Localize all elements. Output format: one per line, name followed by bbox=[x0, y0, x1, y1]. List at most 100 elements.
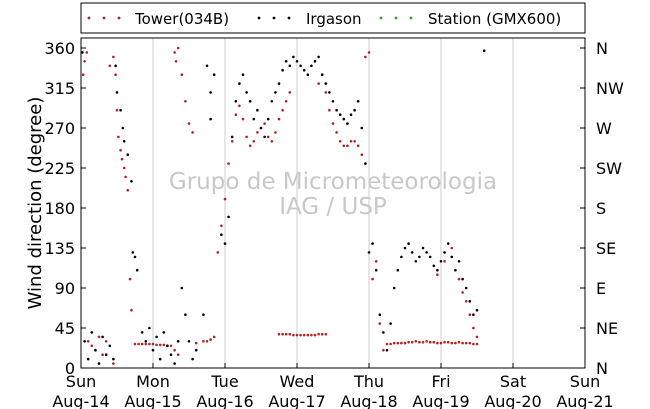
data-point-series-0 bbox=[126, 188, 130, 192]
data-point-series-0 bbox=[335, 131, 338, 134]
data-point-series-1 bbox=[187, 340, 191, 343]
data-point-series-1 bbox=[223, 242, 227, 245]
data-point-series-1 bbox=[295, 60, 299, 63]
data-point-series-0 bbox=[407, 340, 410, 344]
data-point-series-1 bbox=[121, 126, 125, 130]
watermark-line-1: Grupo de Micrometeorologia bbox=[169, 169, 497, 195]
x-tick-day: Sun bbox=[570, 372, 600, 391]
data-point-series-1 bbox=[338, 113, 342, 116]
data-point-series-0 bbox=[475, 342, 479, 346]
data-point-series-0 bbox=[158, 343, 162, 347]
data-point-series-0 bbox=[83, 60, 86, 63]
data-point-series-1 bbox=[353, 108, 356, 112]
data-point-series-1 bbox=[234, 100, 238, 103]
data-point-series-1 bbox=[209, 117, 212, 121]
data-point-series-1 bbox=[310, 64, 313, 68]
right-y-tick-label: S bbox=[596, 199, 606, 218]
data-point-series-0 bbox=[421, 340, 425, 344]
watermark: Grupo de Micrometeorologia IAG / USP bbox=[169, 169, 497, 220]
data-point-series-0 bbox=[432, 340, 436, 344]
data-point-series-0 bbox=[468, 341, 472, 345]
data-point-series-0 bbox=[295, 333, 299, 337]
data-point-series-0 bbox=[114, 73, 117, 76]
data-point-series-1 bbox=[313, 60, 317, 63]
data-point-series-0 bbox=[320, 332, 324, 336]
data-point-series-1 bbox=[302, 68, 306, 72]
data-point-series-0 bbox=[400, 341, 403, 345]
data-point-series-0 bbox=[349, 140, 353, 143]
data-point-series-0 bbox=[85, 51, 89, 54]
data-point-series-1 bbox=[140, 331, 144, 334]
data-point-series-0 bbox=[212, 335, 216, 339]
data-point-series-0 bbox=[230, 140, 234, 143]
data-point-series-0 bbox=[220, 224, 223, 228]
legend-marker bbox=[394, 16, 398, 20]
data-point-series-0 bbox=[324, 91, 328, 94]
data-point-series-0 bbox=[81, 73, 85, 76]
legend-marker bbox=[117, 16, 121, 20]
data-point-series-1 bbox=[320, 73, 324, 76]
data-point-series-0 bbox=[104, 340, 108, 343]
x-tick-day: Wed bbox=[280, 372, 315, 391]
legend-marker bbox=[257, 16, 261, 20]
x-tick-date: Aug-16 bbox=[196, 392, 253, 409]
data-point-series-0 bbox=[137, 342, 140, 346]
right-y-tick-label: SE bbox=[596, 239, 616, 258]
data-point-series-1 bbox=[131, 251, 135, 254]
data-point-series-1 bbox=[306, 73, 310, 76]
data-point-series-1 bbox=[97, 362, 101, 365]
data-point-series-0 bbox=[288, 332, 292, 336]
x-tick-day: Mon bbox=[136, 372, 170, 391]
data-point-series-1 bbox=[180, 286, 184, 290]
data-point-series-0 bbox=[461, 341, 464, 345]
data-point-series-1 bbox=[133, 255, 137, 259]
data-point-series-0 bbox=[392, 341, 396, 345]
data-point-series-1 bbox=[367, 251, 371, 254]
x-ticks: SunAug-14MonAug-15TueAug-16WedAug-17ThuA… bbox=[52, 363, 614, 409]
data-point-series-0 bbox=[450, 246, 454, 250]
data-point-series-1 bbox=[317, 55, 320, 59]
data-point-series-0 bbox=[292, 333, 295, 337]
data-point-series-1 bbox=[342, 117, 346, 121]
x-tick-date: Aug-14 bbox=[52, 392, 109, 409]
data-point-series-0 bbox=[374, 260, 378, 263]
data-point-series-0 bbox=[288, 91, 292, 94]
data-point-series-0 bbox=[443, 340, 446, 344]
legend: Tower(034B) Irgason Station (GMX600) bbox=[80, 2, 586, 34]
data-point-series-1 bbox=[335, 108, 338, 112]
data-point-series-1 bbox=[392, 286, 396, 290]
data-point-series-0 bbox=[151, 342, 155, 346]
data-point-series-1 bbox=[382, 331, 385, 334]
data-point-series-1 bbox=[126, 153, 130, 156]
data-point-series-0 bbox=[328, 108, 331, 112]
data-point-series-1 bbox=[472, 313, 475, 317]
right-y-tick-label: N bbox=[596, 359, 608, 378]
right-y-tick-label: N bbox=[596, 39, 608, 58]
data-point-series-1 bbox=[212, 73, 216, 76]
data-point-series-0 bbox=[472, 326, 475, 330]
data-point-series-1 bbox=[331, 100, 335, 103]
legend-marker bbox=[287, 16, 291, 20]
right-y-tick-label: NW bbox=[596, 79, 624, 98]
legend-marker bbox=[379, 16, 383, 20]
data-point-series-1 bbox=[245, 91, 248, 94]
plot-frame bbox=[80, 37, 586, 369]
data-point-series-0 bbox=[227, 162, 230, 165]
data-point-series-0 bbox=[364, 55, 367, 59]
data-point-series-0 bbox=[174, 60, 178, 63]
data-point-series-0 bbox=[346, 144, 349, 148]
legend-marker bbox=[272, 16, 276, 20]
x-tick-date: Aug-17 bbox=[268, 392, 325, 409]
data-point-series-1 bbox=[421, 246, 425, 250]
data-point-series-0 bbox=[410, 340, 414, 344]
data-point-series-1 bbox=[439, 260, 443, 263]
data-point-series-0 bbox=[464, 341, 468, 345]
data-point-series-0 bbox=[428, 340, 432, 344]
data-point-series-1 bbox=[184, 313, 187, 317]
x-tick-date: Aug-19 bbox=[412, 392, 469, 409]
data-point-series-0 bbox=[396, 341, 400, 345]
data-point-series-1 bbox=[191, 357, 194, 361]
right-y-ticks: N NE E SE S SW W NW N bbox=[580, 39, 624, 378]
data-point-series-1 bbox=[220, 233, 223, 236]
data-point-series-0 bbox=[367, 51, 371, 54]
